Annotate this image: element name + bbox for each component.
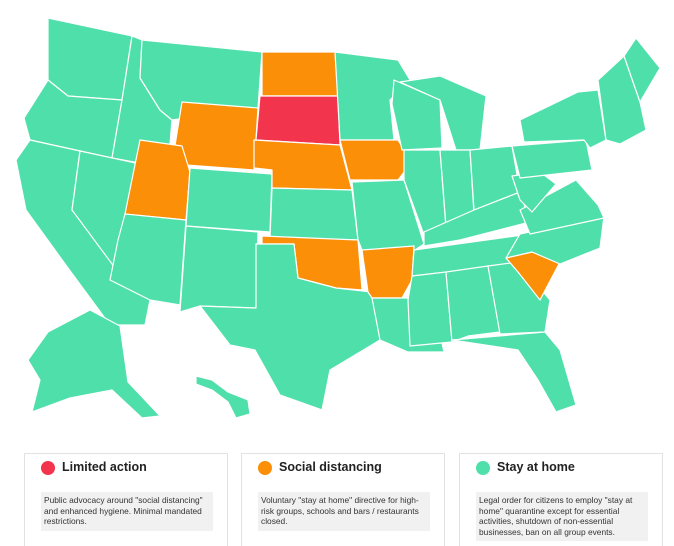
legend-limited-action: Limited action Public advocacy around "s… <box>24 453 228 546</box>
state-ks[interactable] <box>269 187 359 241</box>
state-ak[interactable] <box>27 309 161 419</box>
legend-dot-social-distancing <box>258 461 272 475</box>
legend-dot-stay-at-home <box>476 461 490 475</box>
state-al[interactable] <box>445 265 501 343</box>
state-ms[interactable] <box>407 271 453 347</box>
state-hi[interactable] <box>195 375 251 419</box>
state-nd[interactable] <box>261 51 339 97</box>
state-sd[interactable] <box>255 95 341 146</box>
legend-title: Social distancing <box>279 460 382 474</box>
state-co[interactable] <box>185 167 273 233</box>
legend-title: Limited action <box>62 460 147 474</box>
legend-description: Voluntary "stay at home" directive for h… <box>258 492 430 531</box>
state-tx[interactable] <box>199 243 381 411</box>
state-wy[interactable] <box>171 101 259 171</box>
state-wa[interactable] <box>47 17 133 101</box>
state-ar[interactable] <box>361 245 415 299</box>
legend-description: Public advocacy around "social distancin… <box>41 492 213 531</box>
state-pa[interactable] <box>511 139 593 179</box>
legend-title: Stay at home <box>497 460 575 474</box>
state-nm[interactable] <box>179 225 259 313</box>
legend-social-distancing: Social distancing Voluntary "stay at hom… <box>241 453 445 546</box>
state-fl[interactable] <box>451 331 577 413</box>
state-nc[interactable] <box>505 215 605 265</box>
legend-dot-limited-action <box>41 461 55 475</box>
legend-description: Legal order for citizens to employ "stay… <box>476 492 648 541</box>
legend-stay-at-home: Stay at home Legal order for citizens to… <box>459 453 663 546</box>
state-va[interactable] <box>519 179 605 235</box>
state-me[interactable] <box>623 37 661 103</box>
us-states-map <box>15 17 661 419</box>
state-ny[interactable] <box>519 89 607 149</box>
